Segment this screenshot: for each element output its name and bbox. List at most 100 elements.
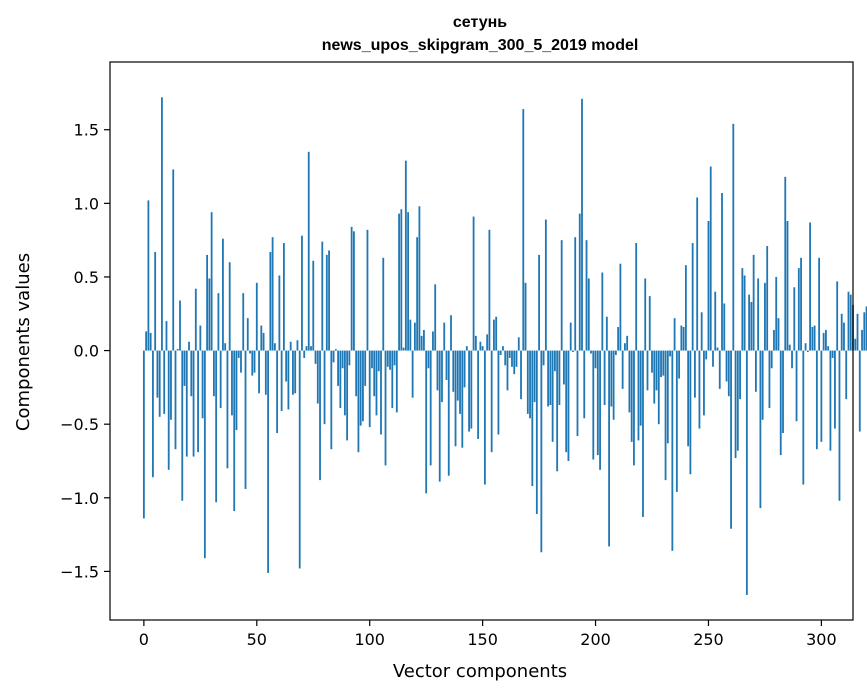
- bar: [721, 193, 723, 351]
- y-tick-label: 1.0: [74, 194, 99, 213]
- bar: [219, 350, 222, 408]
- bar: [206, 254, 209, 351]
- bar: [524, 282, 527, 351]
- x-axis: 0 50 100 150 200 250 300: [139, 620, 837, 649]
- bar: [188, 341, 190, 351]
- bar: [497, 350, 500, 435]
- bar: [332, 350, 335, 363]
- bar: [262, 332, 265, 351]
- bar: [696, 197, 699, 351]
- bar: [233, 350, 236, 512]
- bar: [605, 316, 608, 351]
- bar: [635, 243, 638, 351]
- bar: [456, 350, 459, 401]
- bar: [666, 350, 669, 444]
- bar: [838, 350, 841, 501]
- bar: [671, 350, 674, 551]
- bar: [646, 350, 649, 391]
- bar: [617, 327, 620, 351]
- bar: [395, 350, 398, 413]
- bar: [628, 350, 631, 413]
- bar: [217, 293, 220, 351]
- bar: [700, 312, 703, 351]
- bar: [470, 350, 473, 429]
- bar: [368, 350, 371, 428]
- y-tick-label: 0.0: [74, 342, 99, 361]
- bar: [633, 350, 635, 466]
- bar: [831, 350, 834, 358]
- bar: [181, 350, 184, 501]
- bar: [809, 222, 811, 351]
- bar: [452, 350, 455, 392]
- bar: [465, 346, 468, 351]
- bar: [502, 346, 504, 351]
- bar: [619, 263, 622, 351]
- bar: [273, 343, 276, 351]
- bar: [535, 350, 538, 514]
- bar: [438, 350, 441, 482]
- bar: [574, 237, 577, 351]
- bar: [197, 350, 199, 453]
- bar: [727, 350, 730, 397]
- bar: [791, 350, 793, 369]
- bar: [212, 350, 215, 397]
- x-tick-label: 300: [806, 630, 837, 649]
- bar: [201, 350, 204, 419]
- bar: [314, 350, 317, 364]
- bar: [705, 350, 708, 360]
- bar: [757, 278, 760, 351]
- bar-series: [142, 97, 867, 595]
- bar: [834, 350, 836, 429]
- bar: [709, 166, 712, 351]
- bar: [294, 350, 297, 394]
- x-tick-label: 100: [354, 630, 385, 649]
- bar: [560, 240, 563, 351]
- bar: [176, 349, 179, 351]
- bar: [328, 250, 330, 351]
- bar: [185, 350, 188, 457]
- bar: [224, 343, 227, 351]
- bar: [366, 229, 369, 351]
- plot-frame: [109, 61, 854, 621]
- bar: [156, 350, 159, 398]
- bar: [436, 350, 439, 391]
- y-tick-label: −0.5: [60, 415, 99, 434]
- bar: [330, 350, 333, 450]
- bar: [163, 350, 166, 414]
- bar: [481, 346, 484, 351]
- bar: [861, 329, 863, 351]
- bar: [427, 350, 430, 369]
- bar: [782, 350, 784, 434]
- bar: [282, 243, 285, 351]
- bar: [384, 350, 387, 466]
- chart-title-line-1: сетунь: [453, 14, 507, 31]
- bar: [389, 350, 391, 370]
- bar: [585, 240, 588, 351]
- bar: [680, 325, 683, 351]
- bar: [167, 350, 170, 470]
- bar: [608, 350, 610, 547]
- bar: [371, 350, 373, 369]
- bar: [768, 350, 771, 408]
- bar: [199, 325, 202, 351]
- bar: [587, 278, 590, 351]
- bar: [296, 340, 299, 351]
- bar: [231, 350, 233, 416]
- bar: [325, 254, 328, 351]
- bar: [499, 350, 502, 355]
- bar: [145, 331, 148, 351]
- bar: [673, 318, 676, 351]
- bar: [222, 238, 224, 351]
- bar: [488, 229, 491, 351]
- bar: [822, 332, 825, 351]
- bar: [556, 350, 559, 472]
- bar: [441, 350, 443, 403]
- bar: [425, 350, 428, 494]
- bar: [592, 350, 595, 460]
- bar: [687, 350, 690, 447]
- bar: [343, 350, 346, 416]
- bar: [407, 212, 410, 351]
- y-tick-label: −1.0: [60, 489, 99, 508]
- bar: [172, 169, 175, 351]
- bar: [576, 350, 579, 436]
